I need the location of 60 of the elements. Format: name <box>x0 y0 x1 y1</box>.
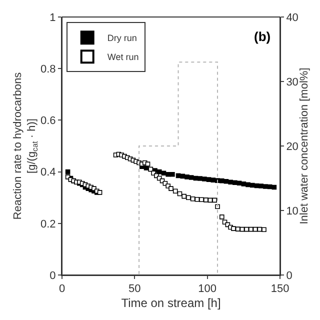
y-tick-label: 0.6 <box>40 115 56 128</box>
point <box>65 169 70 174</box>
point <box>257 226 262 232</box>
point <box>172 188 178 194</box>
point <box>244 226 249 232</box>
point <box>219 214 224 220</box>
point <box>202 176 207 182</box>
point <box>241 182 246 186</box>
x-tick-label: 150 <box>270 283 290 296</box>
point <box>145 162 150 166</box>
point <box>262 227 266 232</box>
y2-tick-label: 40 <box>286 12 298 24</box>
point <box>224 178 229 184</box>
point <box>263 184 268 189</box>
point <box>236 180 242 186</box>
x-tick-label: 100 <box>198 283 217 296</box>
x-axis-title: Time on stream [h] <box>121 296 221 310</box>
point <box>170 172 175 177</box>
point <box>206 177 212 182</box>
point <box>212 198 217 203</box>
point <box>168 186 174 191</box>
point <box>186 195 191 200</box>
point <box>184 174 190 180</box>
point <box>272 184 277 190</box>
point <box>235 226 240 232</box>
y-tick-label: 0.2 <box>40 218 56 230</box>
y2-tick-label: 0 <box>286 270 292 282</box>
point <box>246 182 250 188</box>
point <box>231 226 236 231</box>
y-tick-label: 0 <box>50 270 56 282</box>
legend-label: Dry run <box>107 33 137 44</box>
point <box>258 184 264 188</box>
x-tick-label: 0 <box>58 283 66 296</box>
point <box>248 226 254 232</box>
point <box>182 194 186 199</box>
point <box>219 178 224 184</box>
point <box>232 180 238 186</box>
annotation: (b) <box>254 29 271 44</box>
point <box>267 184 272 190</box>
point <box>198 176 202 181</box>
legend-label: Wet run <box>107 52 139 62</box>
y2-tick-label: 30 <box>286 76 298 88</box>
point <box>97 190 102 195</box>
point <box>228 180 233 185</box>
y-tick-label: 0.8 <box>40 63 56 76</box>
point <box>203 198 208 202</box>
point <box>210 178 216 182</box>
point <box>188 175 194 180</box>
point <box>190 196 196 202</box>
y2-axis-title: Inlet water concentration [mol%] <box>298 68 311 224</box>
point <box>166 172 170 177</box>
point <box>180 174 186 179</box>
y-tick-label: 1 <box>50 12 56 24</box>
y2-tick-label: 20 <box>286 140 298 153</box>
point <box>194 197 200 202</box>
y2-tick-label: 10 <box>286 205 298 218</box>
x-tick-label: 50 <box>128 283 141 296</box>
y-tick-label: 0.4 <box>40 166 56 179</box>
point <box>250 182 255 188</box>
point <box>161 170 166 176</box>
